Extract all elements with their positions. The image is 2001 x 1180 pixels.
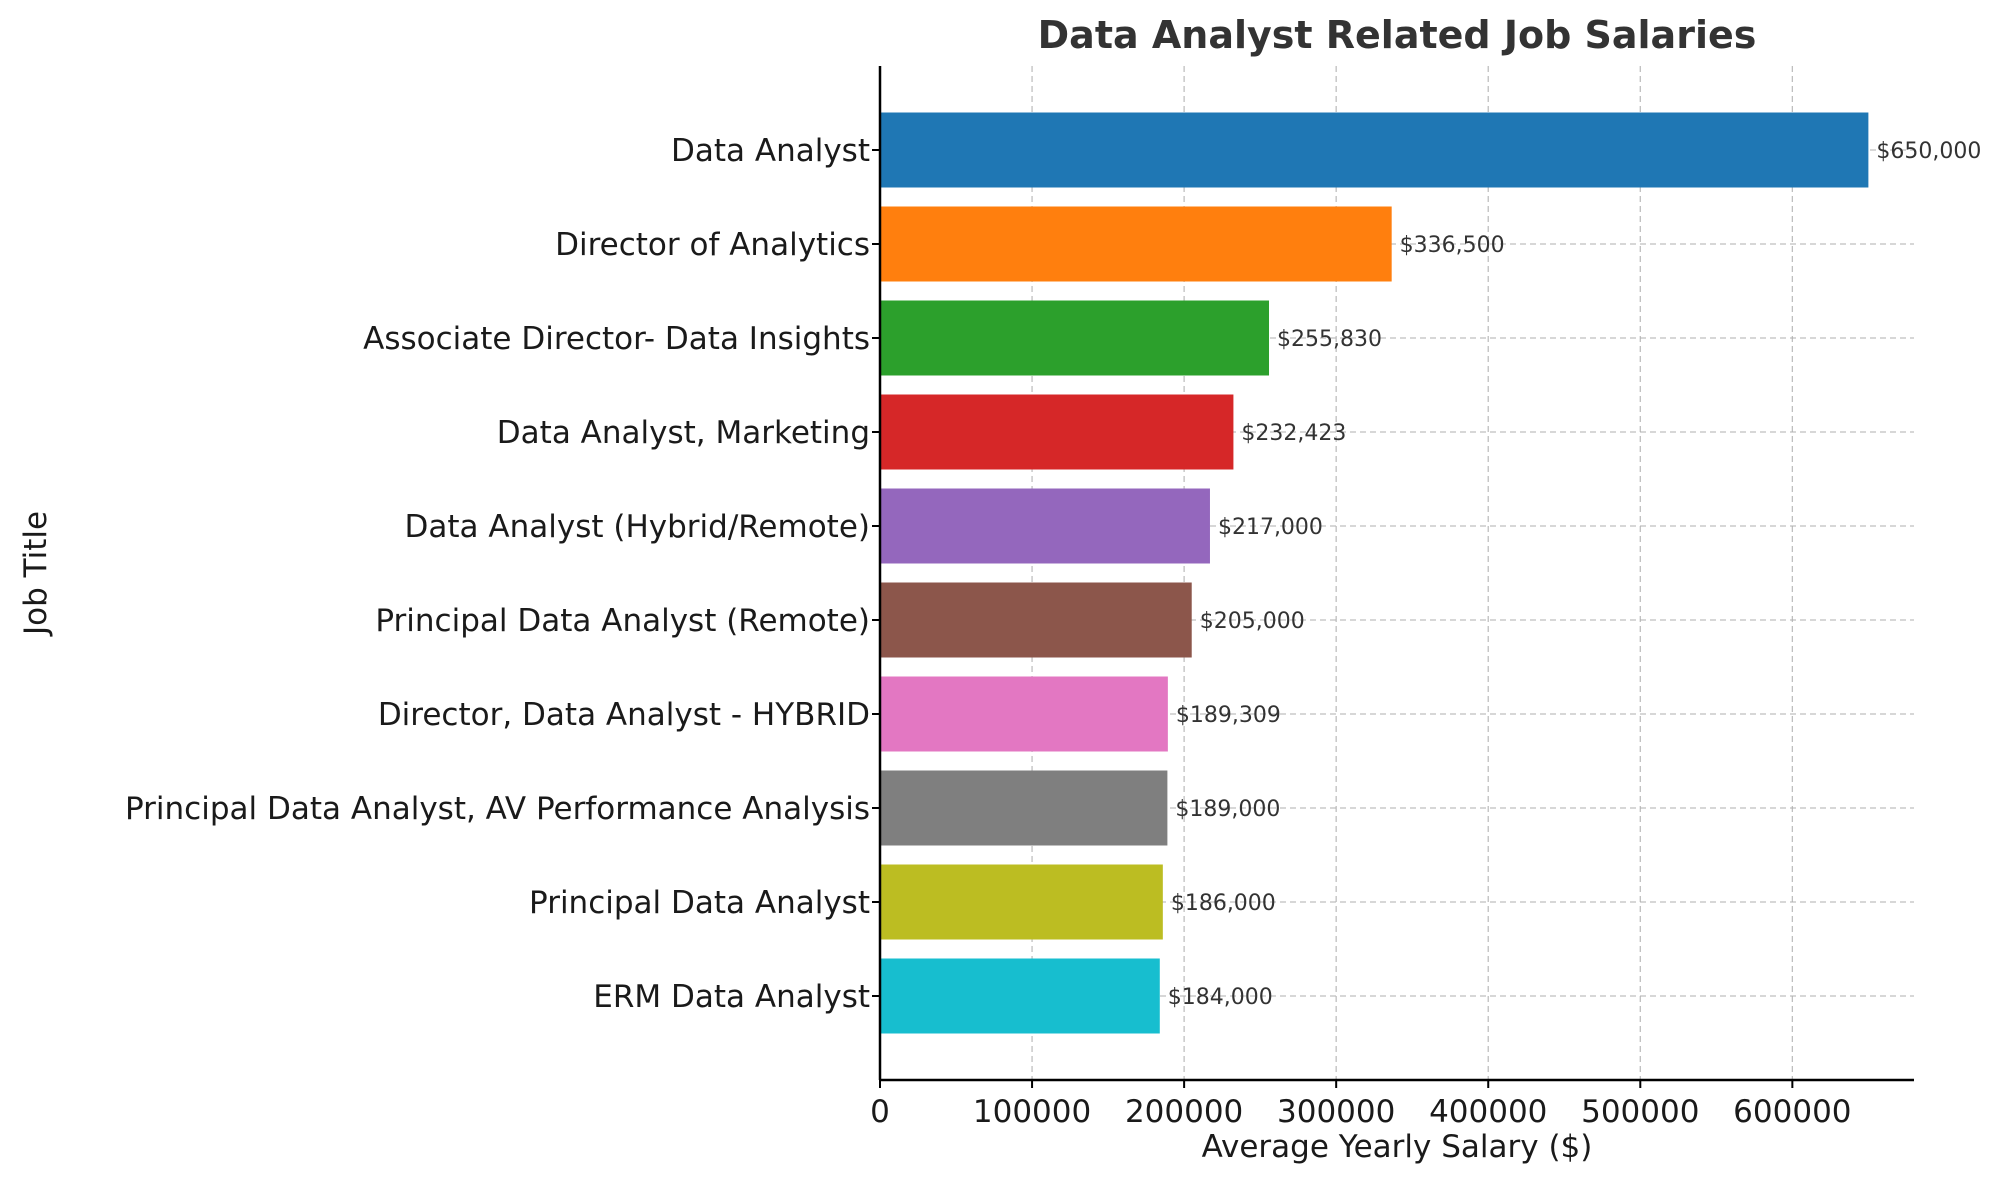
value-labels: $650,000 $336,500 $255,830 $232,423 $217,000… bbox=[1168, 139, 1982, 1010]
data-label: $184,000 bbox=[1168, 985, 1273, 1010]
x-ticks: 0 100000 200000 300000 400000 500000 600000 bbox=[870, 1080, 1852, 1130]
category-label: Data Analyst (Hybrid/Remote) bbox=[405, 509, 870, 545]
bars bbox=[880, 112, 1869, 1034]
data-label: $189,000 bbox=[1175, 797, 1280, 822]
x-axis-title: Average Yearly Salary ($) bbox=[1202, 1129, 1593, 1165]
x-tick-label: 100000 bbox=[973, 1094, 1091, 1130]
category-label: Principal Data Analyst (Remote) bbox=[375, 603, 870, 639]
data-label: $186,000 bbox=[1171, 891, 1276, 916]
bar bbox=[880, 676, 1168, 752]
x-tick-label: 0 bbox=[870, 1094, 890, 1130]
bar bbox=[880, 112, 1869, 188]
bar bbox=[880, 582, 1192, 658]
y-axis-title: Job Title bbox=[18, 511, 54, 637]
bar bbox=[880, 864, 1163, 940]
bar bbox=[880, 394, 1234, 470]
category-label: Director of Analytics bbox=[555, 227, 870, 263]
x-tick-label: 400000 bbox=[1429, 1094, 1547, 1130]
category-label: Data Analyst, Marketing bbox=[497, 415, 870, 451]
chart-title: Data Analyst Related Job Salaries bbox=[1038, 13, 1757, 57]
bar bbox=[880, 958, 1160, 1034]
category-labels: Data Analyst Director of Analytics Associa… bbox=[125, 133, 880, 1015]
data-label: $189,309 bbox=[1176, 703, 1281, 728]
data-label: $205,000 bbox=[1200, 609, 1305, 634]
category-label: Associate Director- Data Insights bbox=[363, 321, 870, 357]
x-tick-label: 300000 bbox=[1277, 1094, 1395, 1130]
category-label: Data Analyst bbox=[671, 133, 870, 169]
data-label: $336,500 bbox=[1400, 233, 1505, 258]
bar bbox=[880, 770, 1168, 846]
category-label: ERM Data Analyst bbox=[593, 979, 870, 1015]
category-label: Principal Data Analyst, AV Performance A… bbox=[125, 791, 870, 827]
category-label: Director, Data Analyst - HYBRID bbox=[378, 697, 870, 733]
bar bbox=[880, 206, 1392, 282]
x-tick-label: 200000 bbox=[1125, 1094, 1243, 1130]
x-tick-label: 500000 bbox=[1581, 1094, 1699, 1130]
bar bbox=[880, 488, 1210, 564]
data-label: $232,423 bbox=[1241, 421, 1346, 446]
data-label: $255,830 bbox=[1277, 327, 1382, 352]
x-tick-label: 600000 bbox=[1733, 1094, 1851, 1130]
data-label: $650,000 bbox=[1876, 139, 1981, 164]
data-label: $217,000 bbox=[1218, 515, 1323, 540]
category-label: Principal Data Analyst bbox=[529, 885, 870, 921]
bar bbox=[880, 300, 1270, 376]
